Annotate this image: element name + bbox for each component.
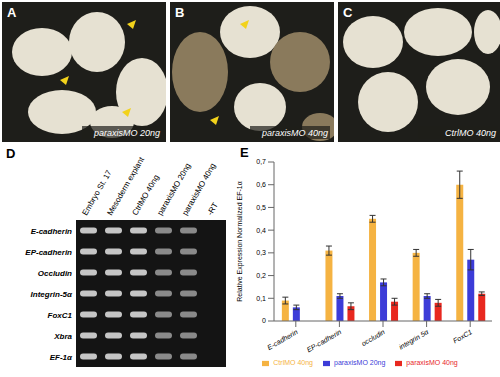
svg-text:occludin: occludin bbox=[360, 328, 386, 347]
svg-text:CtrlMO 40ng: CtrlMO 40ng bbox=[445, 128, 496, 138]
svg-text:EP-cadherin: EP-cadherin bbox=[25, 248, 72, 257]
svg-text:0,5: 0,5 bbox=[256, 204, 266, 211]
svg-text:paraxisMO 40ng: paraxisMO 40ng bbox=[180, 161, 218, 217]
svg-text:paraxisMO 20ng: paraxisMO 20ng bbox=[93, 128, 160, 138]
svg-text:0,6: 0,6 bbox=[256, 181, 266, 188]
html-text:E: E bbox=[240, 145, 249, 160]
svg-text:E-cadherin: E-cadherin bbox=[31, 227, 72, 236]
svg-text:0,7: 0,7 bbox=[256, 158, 266, 165]
svg-text:paraxisMO 40ng: paraxisMO 40ng bbox=[261, 128, 328, 138]
svg-text:paraxisMO 20ng: paraxisMO 20ng bbox=[155, 161, 193, 217]
svg-text:0,2: 0,2 bbox=[256, 272, 266, 279]
svg-text:EP-cadherin: EP-cadherin bbox=[306, 328, 343, 353]
svg-text:D: D bbox=[6, 146, 15, 161]
svg-text:EF-1α: EF-1α bbox=[50, 353, 73, 362]
svg-text:0: 0 bbox=[262, 317, 266, 324]
svg-text:Occludin: Occludin bbox=[38, 269, 72, 278]
html-text:paraxisMO 40ng: paraxisMO 40ng bbox=[406, 359, 458, 366]
html-text:CtrlMO 40ng: CtrlMO 40ng bbox=[273, 359, 313, 366]
svg-text:C: C bbox=[343, 5, 353, 20]
svg-text:Integrin-5α: Integrin-5α bbox=[31, 290, 73, 299]
svg-text:Xbra: Xbra bbox=[53, 332, 72, 341]
svg-text:E-cadherin: E-cadherin bbox=[266, 328, 299, 351]
svg-text:integrin 5α: integrin 5α bbox=[398, 328, 431, 352]
svg-text:CtrlMO 40ng: CtrlMO 40ng bbox=[130, 173, 161, 217]
svg-text:Mesoderm explant: Mesoderm explant bbox=[105, 155, 147, 217]
svg-text:-RT: -RT bbox=[205, 201, 219, 217]
svg-text:FoxC1: FoxC1 bbox=[452, 328, 473, 344]
html-text:paraxisMO 20ng: paraxisMO 20ng bbox=[334, 359, 386, 366]
svg-text:FoxC1: FoxC1 bbox=[48, 311, 73, 320]
svg-text:0,4: 0,4 bbox=[256, 227, 266, 234]
svg-text:A: A bbox=[7, 5, 17, 20]
svg-text:0,3: 0,3 bbox=[256, 249, 266, 256]
svg-text:Embryo St. 17: Embryo St. 17 bbox=[80, 168, 114, 217]
svg-text:0,1: 0,1 bbox=[256, 295, 266, 302]
svg-text:B: B bbox=[175, 5, 184, 20]
svg-text:Relative Expression Normalized: Relative Expression Normalized EF-1α bbox=[236, 181, 244, 301]
